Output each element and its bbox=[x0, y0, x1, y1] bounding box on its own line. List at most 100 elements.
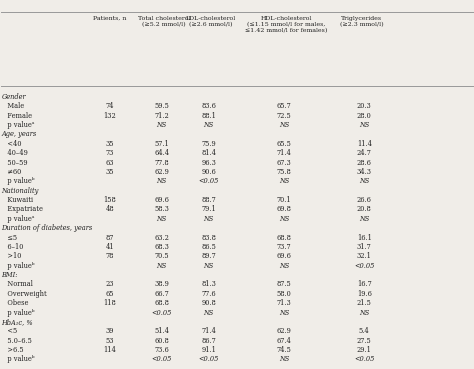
Text: 23: 23 bbox=[106, 280, 114, 289]
Text: 118: 118 bbox=[103, 299, 116, 307]
Text: 71.4: 71.4 bbox=[277, 149, 292, 157]
Text: p valueᵇ: p valueᵇ bbox=[1, 308, 35, 317]
Text: 60.8: 60.8 bbox=[154, 337, 169, 345]
Text: 81.3: 81.3 bbox=[201, 280, 216, 289]
Text: NS: NS bbox=[204, 215, 214, 223]
Text: 57.1: 57.1 bbox=[154, 140, 169, 148]
Text: NS: NS bbox=[204, 308, 214, 317]
Text: 11.4: 11.4 bbox=[357, 140, 372, 148]
Text: 96.3: 96.3 bbox=[201, 159, 216, 166]
Text: 83.6: 83.6 bbox=[201, 102, 216, 110]
Text: 68.8: 68.8 bbox=[154, 299, 169, 307]
Text: 74: 74 bbox=[106, 102, 114, 110]
Text: ≤5: ≤5 bbox=[1, 234, 18, 242]
Text: 63: 63 bbox=[106, 159, 114, 166]
Text: 70.5: 70.5 bbox=[155, 252, 169, 260]
Text: NS: NS bbox=[279, 308, 289, 317]
Text: Nationality: Nationality bbox=[1, 187, 39, 195]
Text: 51.4: 51.4 bbox=[154, 327, 169, 335]
Text: 24.7: 24.7 bbox=[357, 149, 372, 157]
Text: 69.6: 69.6 bbox=[154, 196, 169, 204]
Text: Male: Male bbox=[1, 102, 25, 110]
Text: Patients, n: Patients, n bbox=[93, 16, 127, 21]
Text: NS: NS bbox=[156, 262, 167, 270]
Text: NS: NS bbox=[156, 177, 167, 185]
Text: 73.6: 73.6 bbox=[154, 346, 169, 354]
Text: 77.8: 77.8 bbox=[155, 159, 169, 166]
Text: 50–59: 50–59 bbox=[1, 159, 28, 166]
Text: 132: 132 bbox=[103, 112, 116, 120]
Text: 58.3: 58.3 bbox=[154, 206, 169, 213]
Text: NS: NS bbox=[156, 215, 167, 223]
Text: 69.8: 69.8 bbox=[277, 206, 292, 213]
Text: <40: <40 bbox=[1, 140, 22, 148]
Text: Duration of diabetes, years: Duration of diabetes, years bbox=[1, 224, 92, 232]
Text: 78: 78 bbox=[106, 252, 114, 260]
Text: 86.7: 86.7 bbox=[201, 337, 216, 345]
Text: 158: 158 bbox=[103, 196, 116, 204]
Text: NS: NS bbox=[204, 121, 214, 129]
Text: 40–49: 40–49 bbox=[1, 149, 28, 157]
Text: 65.7: 65.7 bbox=[277, 102, 292, 110]
Text: 83.8: 83.8 bbox=[201, 234, 216, 242]
Text: Total cholesterol
(≥5.2 mmol/l): Total cholesterol (≥5.2 mmol/l) bbox=[138, 16, 190, 27]
Text: 64.4: 64.4 bbox=[154, 149, 169, 157]
Text: 39: 39 bbox=[106, 327, 114, 335]
Text: Overweight: Overweight bbox=[1, 290, 47, 298]
Text: 20.3: 20.3 bbox=[357, 102, 372, 110]
Text: NS: NS bbox=[279, 177, 289, 185]
Text: Female: Female bbox=[1, 112, 33, 120]
Text: 68.3: 68.3 bbox=[154, 243, 169, 251]
Text: Age, years: Age, years bbox=[1, 130, 36, 138]
Text: HDL-cholesterol
(≤1.15 mmol/l for males,
≤1.42 mmol/l for females): HDL-cholesterol (≤1.15 mmol/l for males,… bbox=[245, 16, 328, 33]
Text: LDL-cholesterol
(≥2.6 mmol/l): LDL-cholesterol (≥2.6 mmol/l) bbox=[186, 16, 236, 27]
Text: 91.1: 91.1 bbox=[201, 346, 216, 354]
Text: 79.1: 79.1 bbox=[201, 206, 216, 213]
Text: >6.5: >6.5 bbox=[1, 346, 24, 354]
Text: p valueᵇ: p valueᵇ bbox=[1, 177, 35, 185]
Text: NS: NS bbox=[279, 262, 289, 270]
Text: BMI:: BMI: bbox=[1, 271, 18, 279]
Text: 62.9: 62.9 bbox=[154, 168, 169, 176]
Text: 59.5: 59.5 bbox=[154, 102, 169, 110]
Text: 41: 41 bbox=[105, 243, 114, 251]
Text: 16.7: 16.7 bbox=[357, 280, 372, 289]
Text: 63.2: 63.2 bbox=[154, 234, 169, 242]
Text: 27.5: 27.5 bbox=[357, 337, 372, 345]
Text: NS: NS bbox=[204, 262, 214, 270]
Text: <0.05: <0.05 bbox=[199, 177, 219, 185]
Text: 89.7: 89.7 bbox=[201, 252, 216, 260]
Text: p valueᵃ: p valueᵃ bbox=[1, 215, 35, 223]
Text: NS: NS bbox=[359, 177, 369, 185]
Text: 75.8: 75.8 bbox=[277, 168, 292, 176]
Text: >10: >10 bbox=[1, 252, 22, 260]
Text: p valueᵇ: p valueᵇ bbox=[1, 355, 35, 363]
Text: 77.6: 77.6 bbox=[201, 290, 216, 298]
Text: 75.9: 75.9 bbox=[201, 140, 216, 148]
Text: 72.5: 72.5 bbox=[277, 112, 292, 120]
Text: <5: <5 bbox=[1, 327, 18, 335]
Text: 87.5: 87.5 bbox=[277, 280, 292, 289]
Text: p valueᵇ: p valueᵇ bbox=[1, 262, 35, 270]
Text: 69.6: 69.6 bbox=[277, 252, 292, 260]
Text: <0.05: <0.05 bbox=[151, 355, 172, 363]
Text: Normal: Normal bbox=[1, 280, 33, 289]
Text: 28.0: 28.0 bbox=[357, 112, 372, 120]
Text: 31.7: 31.7 bbox=[357, 243, 372, 251]
Text: 21.5: 21.5 bbox=[357, 299, 372, 307]
Text: 35: 35 bbox=[106, 140, 114, 148]
Text: NS: NS bbox=[279, 355, 289, 363]
Text: 34.3: 34.3 bbox=[357, 168, 372, 176]
Text: <0.05: <0.05 bbox=[354, 262, 374, 270]
Text: 81.4: 81.4 bbox=[201, 149, 216, 157]
Text: ≠60: ≠60 bbox=[1, 168, 22, 176]
Text: 90.6: 90.6 bbox=[201, 168, 216, 176]
Text: 58.0: 58.0 bbox=[277, 290, 292, 298]
Text: 70.1: 70.1 bbox=[277, 196, 292, 204]
Text: p valueᵃ: p valueᵃ bbox=[1, 121, 35, 129]
Text: 86.5: 86.5 bbox=[201, 243, 216, 251]
Text: 71.4: 71.4 bbox=[201, 327, 216, 335]
Text: NS: NS bbox=[359, 215, 369, 223]
Text: Gender: Gender bbox=[1, 93, 26, 101]
Text: 53: 53 bbox=[106, 337, 114, 345]
